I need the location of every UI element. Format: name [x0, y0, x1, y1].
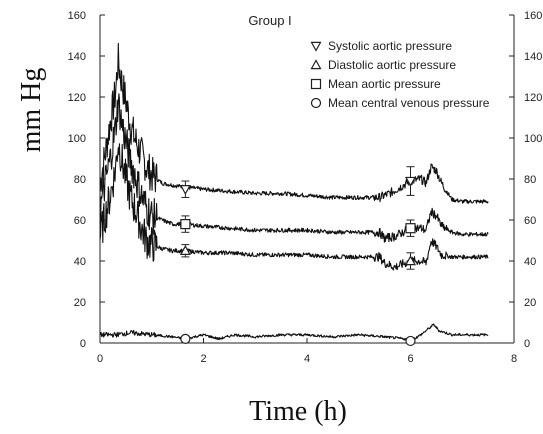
data-point-marker — [180, 219, 191, 230]
y-axis-left-ticks: 0 20 40 60 80 100 120 140 160 — [68, 10, 105, 350]
y-tick-label: 20 — [74, 297, 86, 309]
series-trace — [99, 93, 489, 243]
legend-marker — [310, 59, 322, 70]
x-tick-label: 2 — [200, 353, 206, 365]
legend-entry: Diastolic aortic pressure — [310, 58, 456, 72]
chart-title: Group I — [248, 13, 291, 28]
y-tick-label: 160 — [68, 10, 86, 22]
y-tick-label: 60 — [74, 215, 86, 227]
legend: Systolic aortic pressure Diastolic aortic… — [310, 39, 490, 110]
legend-label: Mean central venous pressure — [328, 96, 490, 110]
data-point-marker — [404, 255, 417, 266]
series-trace — [99, 143, 489, 271]
legend-marker — [310, 78, 322, 90]
x-tick-label: 0 — [97, 353, 103, 365]
y-tick-label: 120 — [68, 92, 86, 104]
y-tick-label: 80 — [74, 174, 86, 186]
data-point-marker — [405, 223, 416, 234]
data-point-marker — [404, 176, 417, 187]
x-axis-ticks: 0 2 4 6 8 — [97, 338, 517, 365]
legend-entry: Mean central venous pressure — [310, 96, 490, 110]
legend-entry: Systolic aortic pressure — [310, 39, 452, 53]
x-tick-label: 8 — [511, 353, 517, 365]
y-axis-right-ticks: 0 20 40 60 80 100 120 140 160 — [509, 10, 542, 350]
y-tick-label: 100 — [68, 133, 86, 145]
series-trace — [99, 323, 489, 343]
data-point-marker — [179, 185, 191, 195]
legend-label: Mean aortic pressure — [328, 77, 441, 91]
x-tick-label: 4 — [304, 353, 310, 365]
x-axis-title: Time (h) — [249, 396, 347, 427]
y-tick-label: 140 — [68, 51, 86, 63]
y-tick-label: 40 — [74, 256, 86, 268]
legend-label: Systolic aortic pressure — [328, 39, 452, 53]
right-y-tick-label: 160 — [524, 10, 542, 22]
legend-marker — [310, 97, 322, 109]
legend-label: Diastolic aortic pressure — [328, 58, 456, 72]
right-y-tick-label: 100 — [524, 133, 542, 145]
right-y-tick-label: 40 — [524, 256, 536, 268]
data-point-marker — [179, 245, 191, 255]
legend-marker — [310, 41, 322, 52]
right-y-tick-label: 60 — [524, 215, 536, 227]
right-y-tick-label: 120 — [524, 92, 542, 104]
right-y-tick-label: 20 — [524, 297, 536, 309]
data-point-marker — [180, 333, 191, 344]
x-tick-label: 6 — [407, 353, 413, 365]
legend-entry: Mean aortic pressure — [310, 77, 441, 91]
right-y-tick-label: 0 — [524, 338, 530, 350]
y-tick-label: 0 — [80, 338, 86, 350]
y-axis-title: mm Hg — [16, 68, 47, 153]
series-traces — [99, 42, 489, 343]
right-y-tick-label: 80 — [524, 174, 536, 186]
series-markers — [179, 166, 417, 347]
series-trace — [99, 42, 489, 205]
right-y-tick-label: 140 — [524, 51, 542, 63]
data-point-marker — [405, 335, 416, 347]
